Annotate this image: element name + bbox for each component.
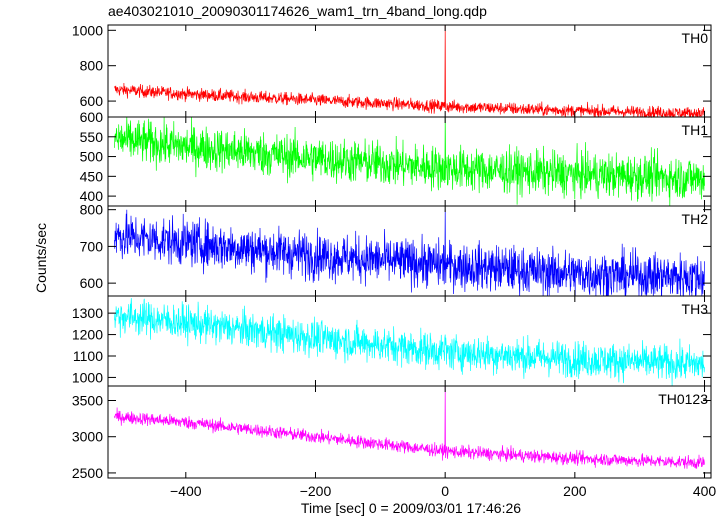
x-tick-label: 0 — [441, 483, 449, 499]
y-tick-label: 3000 — [72, 429, 103, 445]
panel-label-th0123: TH0123 — [658, 391, 708, 407]
y-tick-label: 600 — [80, 275, 104, 291]
panel-frame-th0123 — [107, 385, 712, 479]
y-tick-label: 800 — [80, 58, 104, 74]
x-axis-label: Time [sec] 0 = 2009/03/01 17:46:26 — [301, 500, 521, 516]
y-tick-label: 1300 — [72, 305, 103, 321]
panel-th0123: 2500 3000 3500 TH0123 — [72, 385, 712, 481]
panel-label-th0: TH0 — [682, 30, 709, 46]
series-line-th0 — [114, 24, 705, 119]
panel-th1: 400 450 500 550 600 TH1 — [80, 109, 712, 207]
y-tick-label: 1000 — [72, 369, 103, 385]
y-tick-label: 600 — [80, 109, 104, 125]
series-line-th0123 — [114, 385, 705, 469]
panel-th3: 1000 1100 1200 1300 TH3 — [72, 295, 712, 387]
y-tick-label: 1200 — [72, 327, 103, 343]
series-line-th2 — [114, 209, 705, 298]
y-tick-label: 550 — [80, 129, 104, 145]
series-line-th1 — [114, 116, 705, 207]
panel-label-th2: TH2 — [682, 211, 709, 227]
y-tick-label: 3500 — [72, 392, 103, 408]
x-tick-label: −400 — [170, 483, 202, 499]
y-tick-label: 800 — [80, 202, 104, 218]
x-tick-label: −200 — [300, 483, 332, 499]
y-tick-label: 600 — [80, 93, 104, 109]
panel-th2: 600 700 800 TH2 — [80, 202, 712, 298]
y-tick-label: 450 — [80, 168, 104, 184]
panel-th0: 600 800 1000 TH0 — [72, 22, 712, 119]
y-axis-label: Counts/sec — [33, 223, 49, 293]
panels-group: 600 800 1000 TH0 400 450 500 550 600 TH1 600 700 800… — [72, 22, 717, 499]
y-tick-label: 1100 — [73, 348, 103, 364]
panel-label-th1: TH1 — [682, 122, 709, 138]
y-tick-label: 1000 — [72, 22, 103, 38]
chart-title: ae403021010_20090301174626_wam1_trn_4ban… — [108, 3, 487, 19]
series-line-th3 — [114, 298, 705, 386]
y-tick-label: 2500 — [72, 465, 103, 481]
panel-frame-th0 — [107, 24, 712, 118]
panel-label-th3: TH3 — [682, 301, 709, 317]
y-tick-label: 500 — [80, 149, 104, 165]
x-tick-label: 400 — [693, 483, 717, 499]
y-tick-label: 700 — [80, 238, 104, 254]
x-tick-label: 200 — [563, 483, 587, 499]
y-tick-label: 400 — [80, 188, 104, 204]
